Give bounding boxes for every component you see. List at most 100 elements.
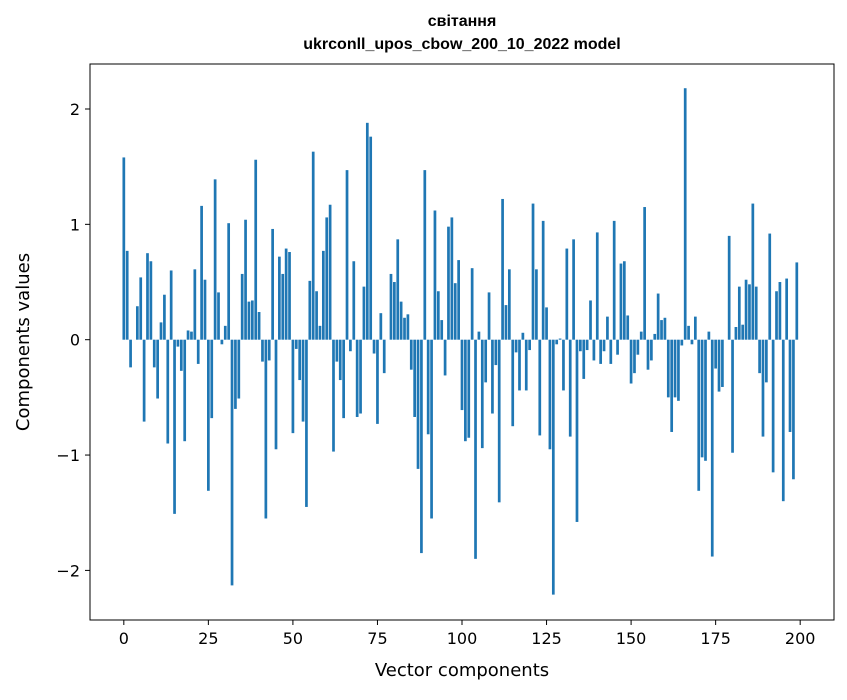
bar: [265, 340, 268, 519]
bar: [373, 340, 376, 354]
x-tick-label: 100: [447, 629, 478, 648]
bar: [136, 306, 139, 339]
bar: [258, 312, 261, 340]
bar: [160, 322, 163, 339]
bar: [197, 340, 200, 364]
bar: [616, 340, 619, 355]
bar: [795, 262, 798, 339]
bar: [166, 340, 169, 444]
bar: [474, 340, 477, 559]
bar: [315, 291, 318, 339]
bar: [491, 340, 494, 414]
bar: [653, 334, 656, 340]
bar: [525, 340, 528, 391]
bar: [478, 332, 481, 340]
bar: [420, 340, 423, 553]
bar: [177, 340, 180, 347]
bar: [569, 340, 572, 437]
bar: [325, 217, 328, 339]
bar: [596, 232, 599, 339]
bar: [329, 205, 332, 340]
bar: [728, 236, 731, 340]
bar: [190, 332, 193, 340]
bar: [342, 340, 345, 418]
bar: [332, 340, 335, 452]
bar: [718, 340, 721, 392]
x-axis-label: Vector components: [375, 660, 549, 681]
bar: [484, 340, 487, 383]
bar: [464, 340, 467, 442]
bar: [271, 229, 274, 340]
bar: [305, 340, 308, 507]
bar: [396, 239, 399, 339]
bar: [650, 340, 653, 361]
bar: [217, 292, 220, 339]
chart-title-line-2: ukrconll_upos_cbow_200_10_2022 model: [90, 36, 834, 54]
bar: [403, 318, 406, 340]
bars-layer: [122, 88, 798, 594]
bar: [620, 264, 623, 340]
bar: [549, 340, 552, 450]
bar: [789, 340, 792, 432]
bar: [251, 300, 254, 339]
bar: [143, 340, 146, 422]
bar: [708, 332, 711, 340]
bar: [481, 340, 484, 448]
bar: [765, 340, 768, 383]
bar: [126, 251, 129, 340]
bar: [430, 340, 433, 519]
bar: [319, 326, 322, 340]
bar: [248, 302, 251, 340]
bar: [599, 340, 602, 364]
x-tick-label: 75: [367, 629, 387, 648]
bar: [670, 340, 673, 432]
bar: [593, 340, 596, 361]
bar: [532, 204, 535, 340]
x-tick-label: 25: [198, 629, 218, 648]
bar: [511, 340, 514, 427]
bar: [146, 253, 149, 340]
bar: [187, 330, 190, 339]
bar: [738, 287, 741, 340]
bar: [139, 277, 142, 339]
bar: [183, 340, 186, 442]
bar: [518, 340, 521, 391]
bar: [281, 274, 284, 340]
bar: [657, 294, 660, 340]
bar: [322, 251, 325, 340]
bar: [488, 292, 491, 339]
bar: [457, 260, 460, 340]
y-tick-label: 2: [70, 100, 80, 119]
bar: [792, 340, 795, 480]
bar: [214, 179, 217, 339]
bar: [471, 268, 474, 340]
bar: [748, 284, 751, 339]
bar: [302, 340, 305, 422]
bar: [129, 340, 132, 368]
bar: [647, 340, 650, 370]
bar: [762, 340, 765, 437]
bar: [687, 326, 690, 340]
bar: [400, 302, 403, 340]
bar: [515, 340, 518, 353]
bar: [346, 170, 349, 340]
bar: [505, 305, 508, 340]
bar: [231, 340, 234, 586]
bar: [180, 340, 183, 371]
bar: [376, 340, 379, 424]
bar: [193, 269, 196, 339]
bar: [434, 211, 437, 340]
bar: [349, 340, 352, 352]
bar: [528, 340, 531, 350]
bar: [751, 204, 754, 340]
bar: [667, 340, 670, 398]
x-tick-label: 125: [531, 629, 562, 648]
bar: [423, 170, 426, 340]
bar: [768, 234, 771, 340]
bar: [308, 281, 311, 340]
y-axis-label: Components values: [13, 253, 34, 431]
bar: [714, 340, 717, 369]
bar: [153, 340, 156, 368]
bar: [606, 317, 609, 340]
x-tick-label: 0: [119, 629, 129, 648]
